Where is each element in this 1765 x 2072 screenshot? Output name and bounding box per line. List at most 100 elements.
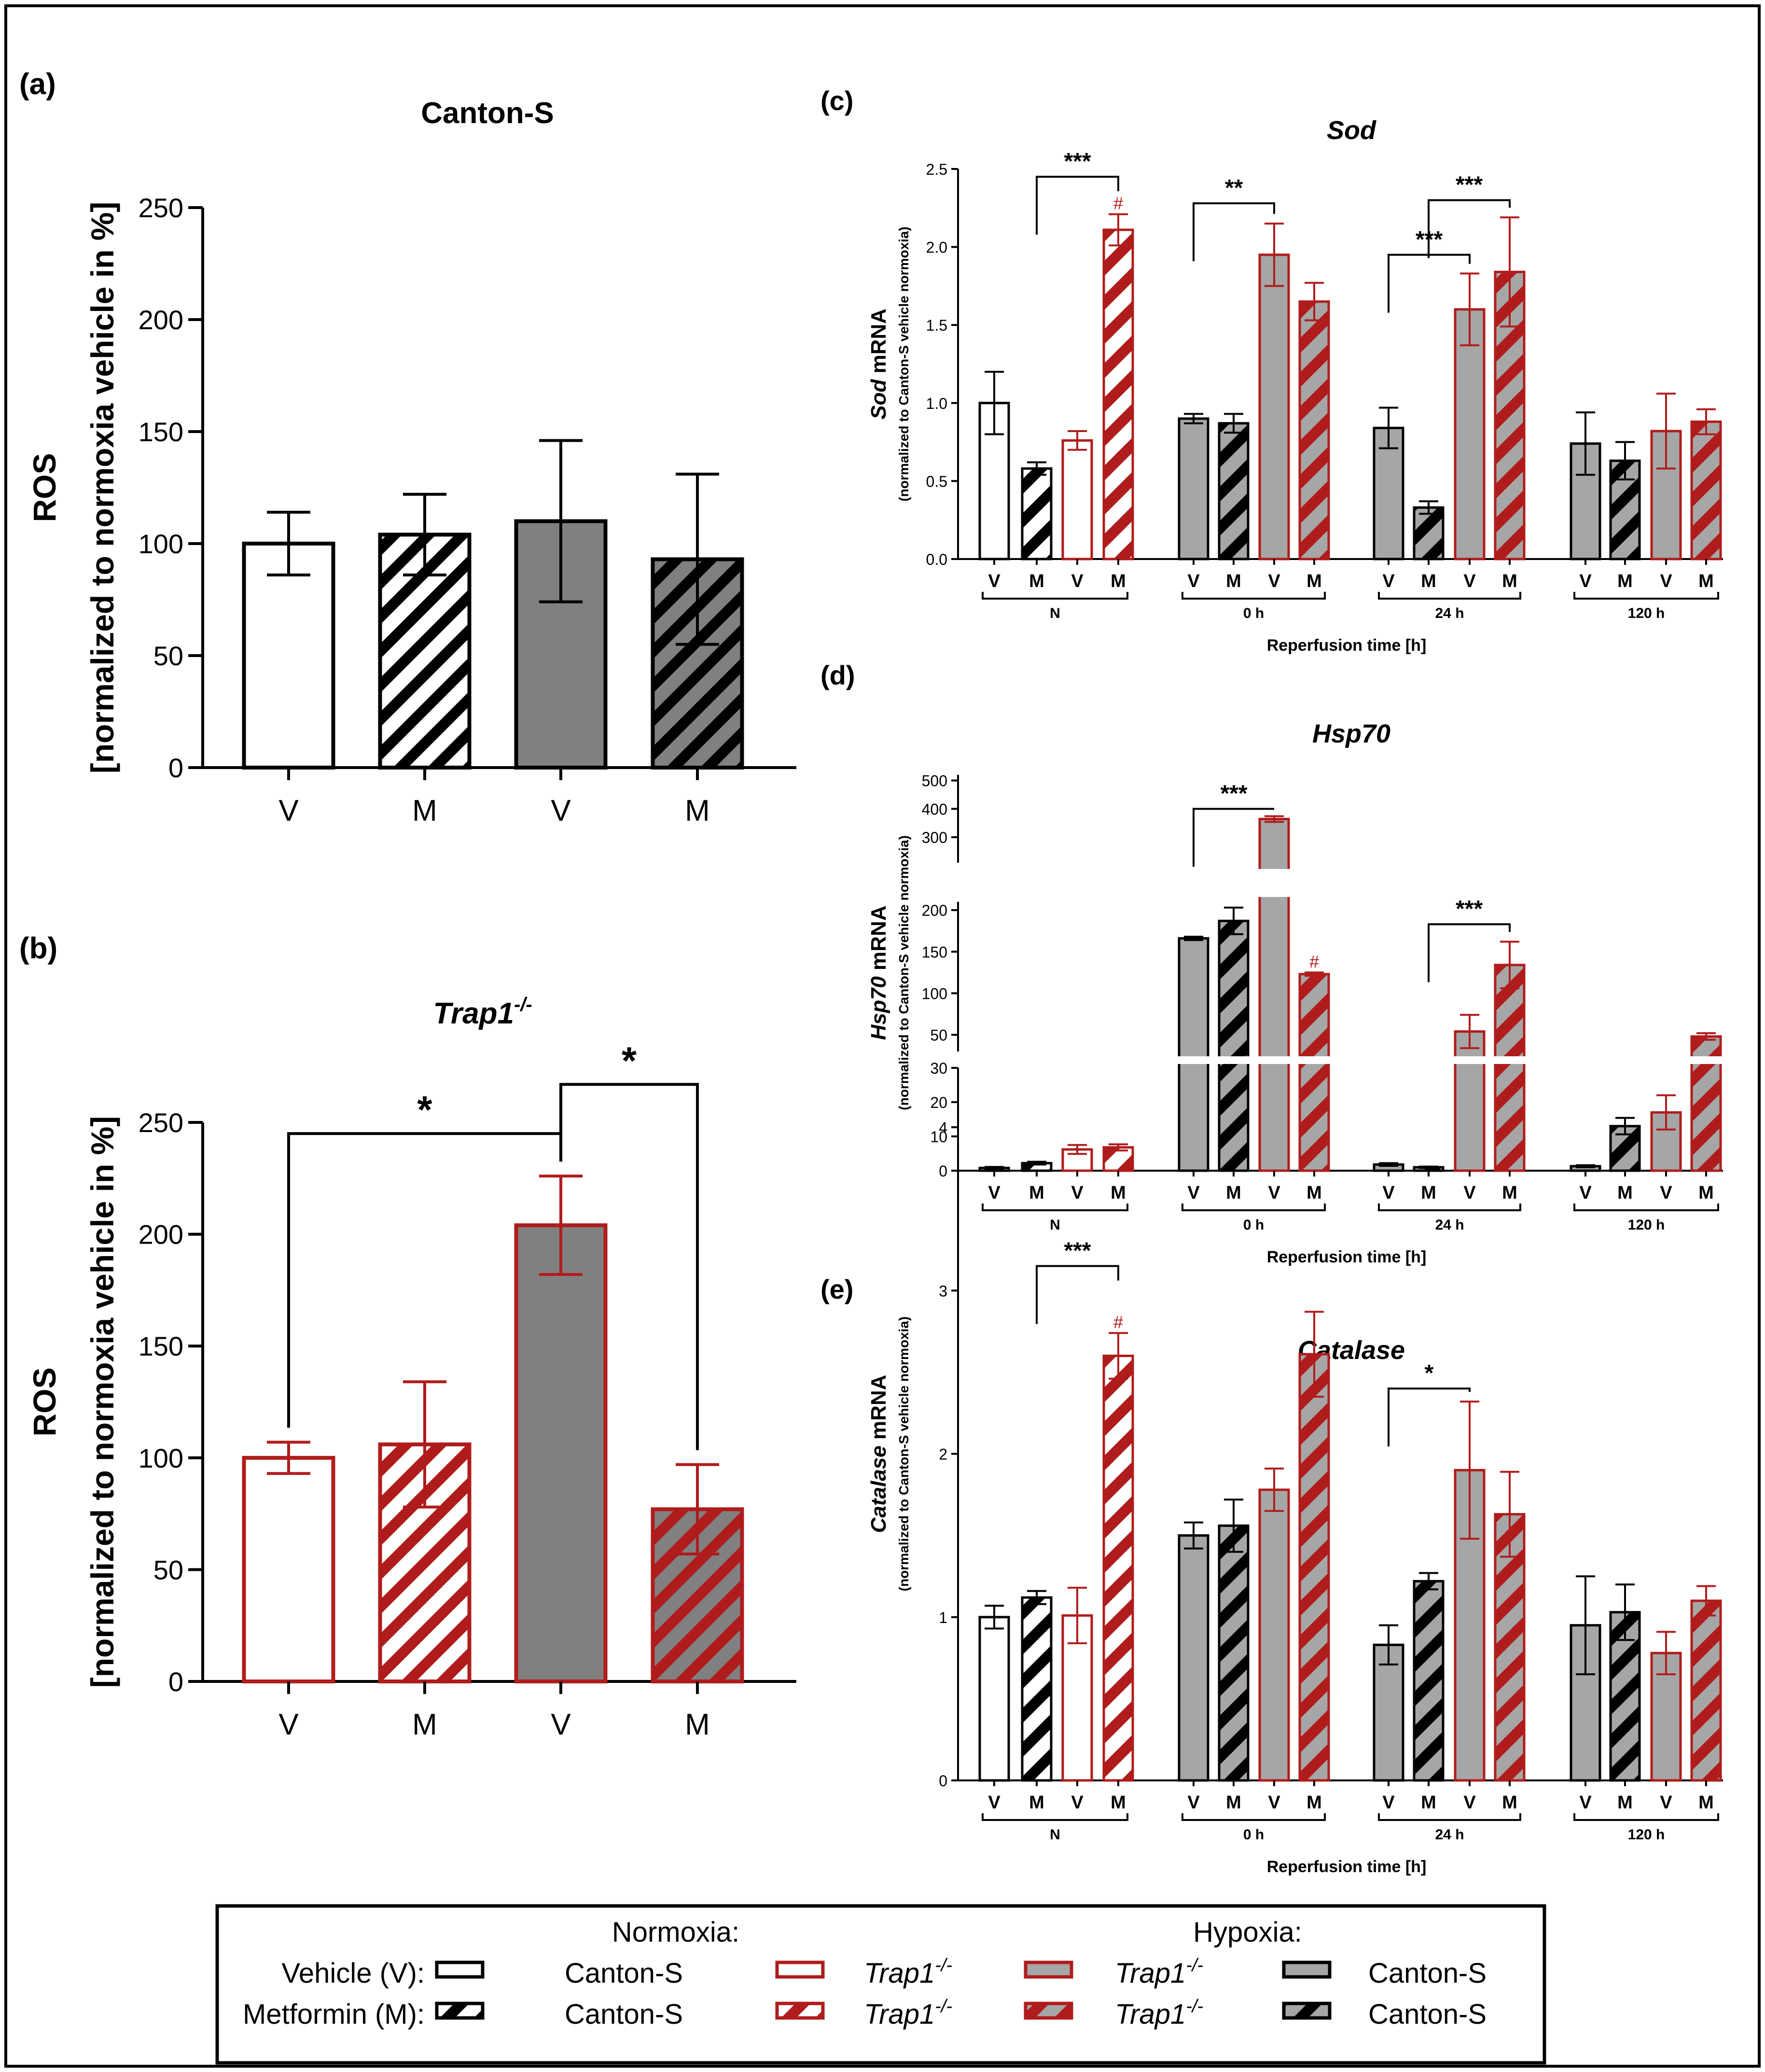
- x-tick-label: M: [1306, 1792, 1322, 1813]
- y-tick-label: 400: [922, 800, 947, 818]
- y-tick-label: 150: [139, 417, 183, 447]
- x-tick-label: M: [1698, 1792, 1714, 1813]
- hash-mark: #: [1309, 952, 1319, 971]
- y-tick-label: 250: [139, 193, 183, 223]
- group-bracket: [1573, 592, 1719, 600]
- x-tick-label: V: [1463, 1183, 1476, 1203]
- bar: [1454, 308, 1486, 560]
- bar: [242, 542, 335, 770]
- group-label: N: [1050, 1827, 1060, 1843]
- group-label: 24 h: [1435, 1827, 1464, 1843]
- x-tick-label: V: [1268, 1183, 1280, 1203]
- x-tick-label: V: [988, 1183, 1001, 1203]
- panel-label: (c): [820, 85, 853, 116]
- legend-swatch: [1282, 1960, 1332, 1979]
- group-label: 0 h: [1243, 1827, 1264, 1843]
- chart-title: Hsp70: [1312, 719, 1390, 748]
- bar: [1298, 1353, 1330, 1782]
- y-axis-label-text: mRNA: [867, 1375, 890, 1446]
- hash-mark: #: [1113, 194, 1123, 213]
- significance-label: ***: [1456, 896, 1483, 922]
- x-tick-label: M: [1226, 1183, 1241, 1203]
- group-bracket: [1181, 592, 1326, 600]
- y-tick-label: 50: [153, 1554, 183, 1585]
- y-axis-label-text: mRNA: [867, 906, 890, 977]
- panel-d: 010203050100150200300400500(d)Hsp70Hsp70…: [820, 660, 1723, 1266]
- bar: [1021, 1596, 1053, 1782]
- x-tick-label: V: [278, 794, 299, 827]
- x-tick-label: M: [412, 794, 437, 827]
- group-label: 0 h: [1243, 1217, 1264, 1233]
- x-tick-label: V: [1187, 1183, 1200, 1203]
- y-axis-label: [normalized to normoxia vehicle in %]: [84, 1116, 120, 1688]
- hash-mark: #: [1113, 1312, 1123, 1332]
- legend-entry-text: Trap1: [864, 1999, 935, 2030]
- y-tick-label: 0: [168, 1666, 183, 1697]
- bar: [1178, 1534, 1209, 1782]
- legend-swatch: [1282, 2002, 1332, 2020]
- x-tick-label: M: [1111, 1792, 1126, 1813]
- y-axis-label: Sod mRNA: [867, 308, 890, 420]
- significance-label: ***: [1064, 149, 1091, 174]
- x-tick-label: V: [278, 1708, 299, 1741]
- y-tick-label: 0.0: [926, 551, 947, 568]
- legend-entry-superscript: -/-: [935, 1996, 952, 2016]
- legend-entry-superscript: -/-: [1186, 1955, 1203, 1975]
- bar: [1690, 420, 1722, 560]
- x-tick-label: V: [1071, 571, 1084, 591]
- bar: [1021, 467, 1053, 560]
- y-tick-label: 250: [139, 1107, 183, 1138]
- group-bracket: [1181, 1204, 1326, 1211]
- x-tick-label: V: [1268, 1792, 1280, 1813]
- legend-entry-text: Canton-S: [1368, 1999, 1487, 2030]
- y-tick-label: 200: [922, 902, 947, 919]
- x-tick-label: M: [1226, 1792, 1241, 1813]
- group-label: 120 h: [1628, 1217, 1665, 1233]
- x-tick-label: M: [1029, 1792, 1044, 1813]
- y-tick-label: 100: [139, 1443, 183, 1473]
- significance-bracket: [559, 1083, 699, 1450]
- group-bracket: [1378, 592, 1521, 600]
- x-tick-label: V: [1187, 571, 1200, 591]
- bar: [1218, 422, 1250, 560]
- x-tick-label: M: [1617, 1792, 1633, 1813]
- significance-label: ***: [1220, 781, 1247, 806]
- y-axis-label-text: mRNA: [867, 308, 890, 379]
- legend-entry-label: Trap1-/-: [864, 1996, 952, 2030]
- axis-break-band: [1158, 1056, 1723, 1064]
- significance-bracket: [1193, 808, 1274, 867]
- x-tick-label: V: [988, 1792, 1001, 1813]
- bar: [1061, 439, 1093, 560]
- group-bracket: [982, 1204, 1128, 1211]
- panel-a: (a) Canton-S ROS [normalized to normoxia ve…: [19, 68, 796, 827]
- panel-b: (b) Trap1-/- ROS [normalized to normoxia ve…: [19, 932, 796, 1741]
- x-tick-label: M: [1421, 571, 1436, 591]
- x-tick-label: M: [1029, 1183, 1044, 1203]
- bar: [1413, 1580, 1445, 1782]
- legend-swatch: [775, 1960, 825, 1979]
- y-tick-label: 2: [939, 1446, 947, 1463]
- significance-bracket: [1036, 1265, 1119, 1324]
- bar: [1298, 973, 1330, 1172]
- x-tick-label: V: [1579, 1792, 1592, 1813]
- legend-entry-text: Trap1: [1115, 1958, 1186, 1989]
- bar: [1102, 228, 1134, 560]
- x-tick-label: M: [1111, 571, 1126, 591]
- y-tick-label: 1.0: [926, 395, 947, 412]
- panel-label: (a): [19, 68, 56, 101]
- legend-entry-superscript: -/-: [1186, 1996, 1203, 2016]
- group-label: N: [1050, 605, 1060, 621]
- legend-entry-text: Trap1: [1115, 1999, 1186, 2030]
- x-tick-label: V: [1268, 571, 1280, 591]
- x-tick-label: V: [1660, 571, 1672, 591]
- y-tick-label: 150: [922, 943, 947, 961]
- bar: [1102, 1355, 1134, 1782]
- x-tick-label: M: [685, 1708, 710, 1741]
- x-tick-label: V: [1382, 571, 1395, 591]
- bar: [1373, 1643, 1404, 1782]
- x-tick-label: M: [1421, 1792, 1436, 1813]
- bar: [1178, 417, 1209, 560]
- panels: (a) Canton-S ROS [normalized to normoxia ve…: [19, 68, 1723, 1876]
- legend-entry-text: Canton-S: [1368, 1958, 1487, 1989]
